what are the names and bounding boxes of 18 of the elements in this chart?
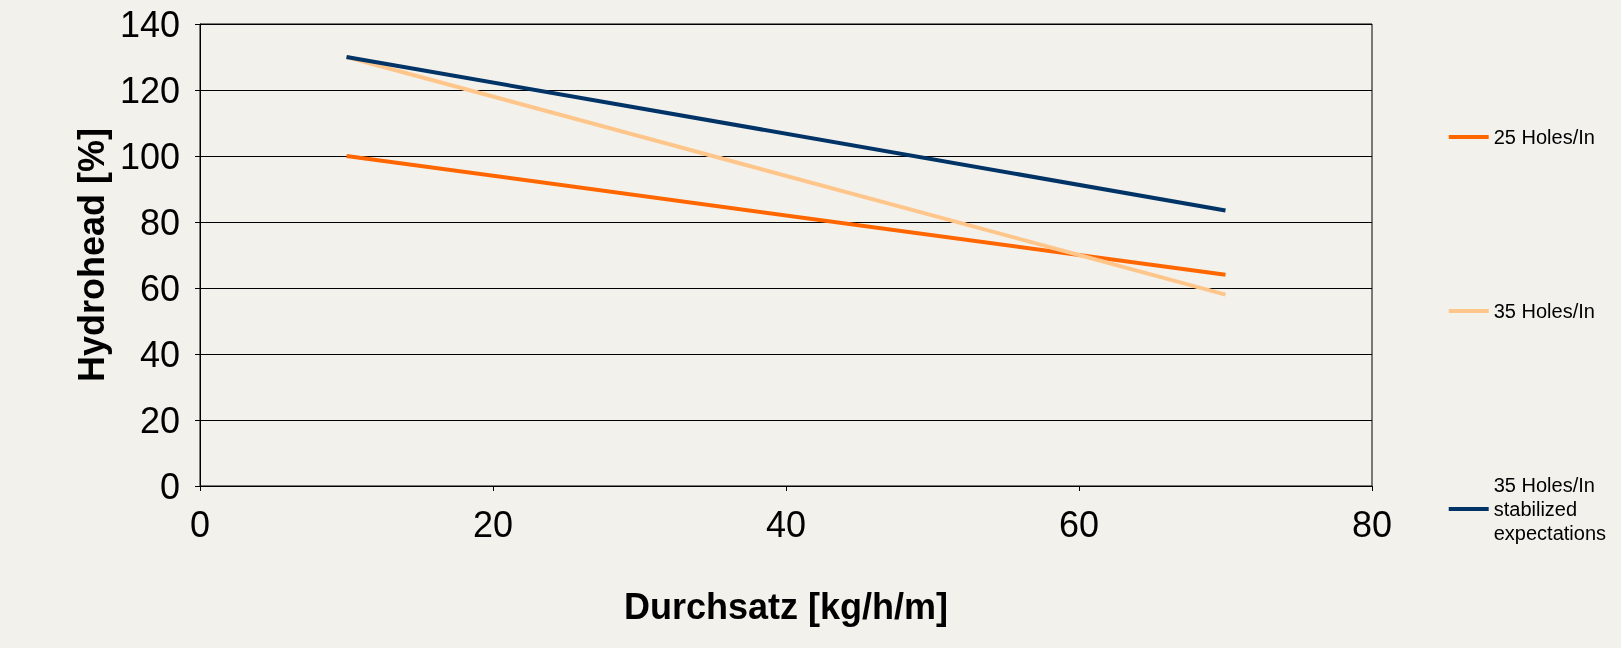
x-tick-label: 20 (472, 503, 514, 545)
y-tick-label: 100 (119, 135, 180, 177)
legend-label: 25 Holes/In (1493, 126, 1595, 148)
y-tick-label: 140 (119, 3, 180, 45)
y-axis-title: Hydrohead [%] (70, 127, 112, 383)
y-tick-label: 80 (139, 201, 180, 243)
x-tick-label: 0 (189, 503, 211, 545)
y-tick-label: 120 (119, 69, 180, 111)
x-tick-label: 60 (1058, 503, 1100, 545)
y-tick-label: 60 (139, 267, 180, 309)
x-axis-title: Durchsatz [kg/h/m] (623, 585, 949, 627)
y-tick-label: 0 (159, 465, 180, 507)
legend-label: 35 Holes/In stabilized expectations (1493, 474, 1606, 544)
y-tick-label: 40 (139, 333, 180, 375)
x-tick-label: 80 (1351, 503, 1393, 545)
y-tick-label: 20 (139, 399, 180, 441)
x-tick-label: 40 (765, 503, 807, 545)
legend-label: 35 Holes/In (1493, 300, 1595, 322)
